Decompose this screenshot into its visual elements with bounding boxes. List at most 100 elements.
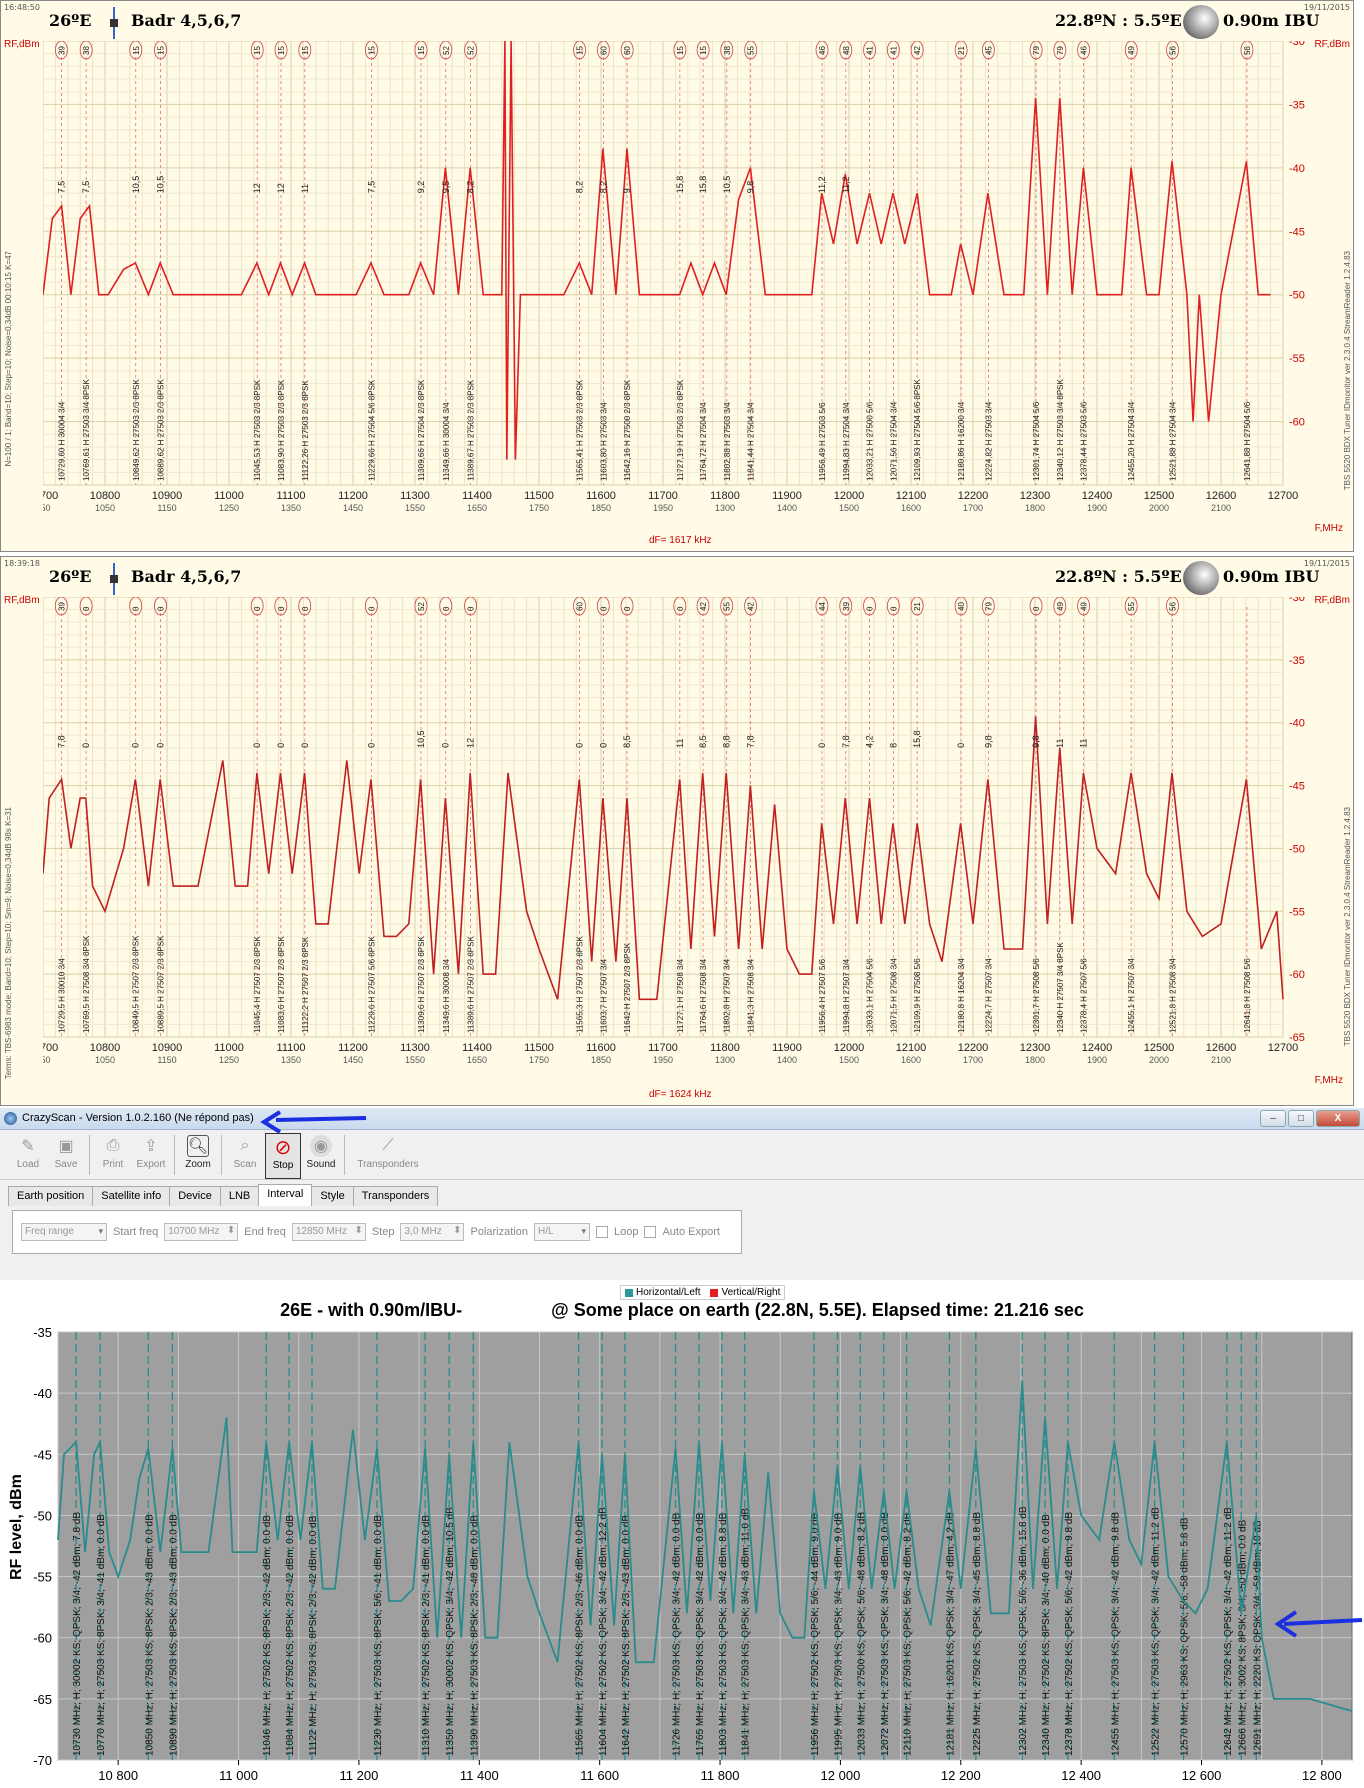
snr-label: 12 [252, 183, 262, 193]
toolbar: ✎ Load ▣ Save ⎙ Print ⇪ Export 🔍︎ Zoom ⌕ Scan … [0, 1130, 1364, 1180]
zoom-label: Zoom [185, 1159, 211, 1170]
level-ellipse [620, 41, 634, 60]
transponder-label: 12033,21 H 27500 5/6 [866, 401, 875, 481]
y-tick-label-right: -55 [1289, 353, 1305, 365]
export-button[interactable]: ⇪ Export [133, 1133, 169, 1179]
crazyscan-window: CrazyScan - Version 1.0.2.160 (Ne répond… [0, 1108, 1364, 1788]
snr-label: 0 [300, 743, 310, 748]
snr-label: 0 [81, 743, 91, 748]
level-ellipse [744, 41, 758, 60]
transponder-label: 12109,93 H 27504 5/6 8PSK [913, 378, 922, 481]
sound-button[interactable]: ◉ Sound [303, 1133, 339, 1179]
level-label: 49 [1127, 46, 1136, 55]
level-label: 56 [1243, 46, 1252, 55]
if-tick-label: 1650 [467, 1055, 487, 1065]
speaker-icon: ◉ [310, 1135, 332, 1157]
x-unit: F,MHz [1314, 1075, 1343, 1086]
x-tick-label: 11000 [214, 1042, 244, 1054]
level-ellipse [863, 41, 876, 60]
snr-label: 4,2 [865, 735, 875, 748]
sound-label: Sound [306, 1159, 336, 1170]
transponder-label: 11565,41 H 27503 2/3 8PSK [576, 379, 585, 481]
x-tick-label: 11600 [586, 1042, 616, 1054]
transponder-marker-label: 12110 MHz; H; 27503 KS; QPSK; 5/6; -42 d… [903, 1512, 914, 1756]
auto-export-checkbox[interactable] [644, 1226, 657, 1238]
tab-interval[interactable]: Interval [258, 1184, 313, 1206]
minimize-button[interactable]: – [1260, 1110, 1286, 1127]
level-ellipse [414, 597, 428, 616]
x-tick-label: 10700 [43, 1042, 58, 1054]
x-tick-label: 11 000 [219, 1768, 258, 1783]
loop-checkbox[interactable] [595, 1226, 608, 1238]
tab-satellite-info[interactable]: Satellite info [92, 1186, 171, 1206]
location: 22.8ºN : 5.5ºE [1055, 11, 1182, 30]
x-tick-label: 11200 [338, 1042, 368, 1054]
save-button[interactable]: ▣ Save [48, 1133, 84, 1179]
snr-label: 9,8 [1031, 735, 1041, 748]
zoom-button[interactable]: 🔍︎ Zoom [180, 1133, 216, 1179]
y-unit-left: RF,dBm [4, 39, 40, 50]
transponder-marker-label: 12642 MHz; H; 27502 KS; QPSK; 3/4; -42 d… [1223, 1507, 1234, 1756]
transponder-label: 10769,5 H 27508 3/4 8PSK [82, 935, 91, 1033]
mode-select[interactable]: Freq range [21, 1223, 107, 1241]
transponder-label: 12455,20 H 27504 3/4 [1127, 401, 1136, 481]
transponders-button[interactable]: ⟋ Transponders [350, 1133, 426, 1179]
tab-lnb[interactable]: LNB [219, 1186, 260, 1206]
tab-transponders[interactable]: Transponders [352, 1186, 439, 1206]
start-freq-input[interactable]: 10700 MHz [164, 1223, 239, 1241]
snr-label: 11 [675, 739, 685, 748]
if-tick-label: 1500 [839, 1055, 859, 1065]
level-label: 15 [253, 46, 262, 55]
annotation-arrow-chart [1274, 1610, 1363, 1638]
level-label: 52 [467, 46, 476, 55]
transponder-label: 11956,49 H 27503 5/6 [818, 402, 827, 481]
level-label: 39 [57, 602, 66, 611]
level-ellipse [1166, 597, 1179, 616]
polarization-select[interactable]: H/L [533, 1223, 590, 1241]
stop-button[interactable]: ⊘ Stop [265, 1133, 301, 1179]
level-ellipse [886, 41, 900, 60]
level-ellipse [79, 41, 93, 60]
x-tick-label: 12300 [1020, 490, 1051, 502]
close-button[interactable]: X [1316, 1110, 1360, 1127]
tab-device[interactable]: Device [169, 1186, 221, 1206]
if-tick-label: 1900 [1087, 1055, 1107, 1065]
scan-button[interactable]: ⌕ Scan [227, 1133, 263, 1179]
transponder-label: 11764,72 H 27504 3/4 [699, 402, 708, 481]
snr-label: 11,2 [841, 176, 851, 193]
spectrum-panel-2: 18:39:18 19/11/2015 26ºE Badr 4,5,6,7 22… [0, 556, 1354, 1106]
transponder-label: 12180,8 H 16204 3/4 [957, 958, 966, 1033]
level-label: 55 [1127, 602, 1136, 611]
print-button[interactable]: ⎙ Print [95, 1133, 131, 1179]
x-tick-label: 11900 [772, 1042, 802, 1054]
level-label: 42 [747, 602, 756, 611]
level-ellipse [54, 597, 68, 616]
transponder-marker-label: 10730 MHz; H; 30002 KS; QPSK; 3/4; -42 d… [72, 1512, 83, 1756]
x-tick-label: 12700 [1268, 490, 1299, 502]
level-ellipse [910, 41, 924, 60]
transponder-marker-label: 12455 MHz; H; 27503 KS; QPSK; 3/4; -42 d… [1110, 1512, 1121, 1756]
title-bar[interactable]: CrazyScan - Version 1.0.2.160 (Ne répond… [0, 1108, 1364, 1130]
level-ellipse [439, 597, 453, 616]
end-freq-input[interactable]: 12850 MHz [291, 1223, 366, 1241]
y-tick-label: -65 [33, 1692, 52, 1707]
load-button[interactable]: ✎ Load [10, 1133, 46, 1179]
level-label: 79 [1056, 46, 1065, 55]
if-tick-label: 1400 [777, 503, 797, 513]
tab-earth-position[interactable]: Earth position [8, 1186, 94, 1206]
snr-label: 0 [956, 743, 966, 748]
y-tick-label: -45 [33, 1447, 52, 1462]
transponder-label: 11229,6 H 27507 5/6 8PSK [367, 936, 376, 1033]
level-label: 0 [676, 606, 685, 611]
tab-style[interactable]: Style [311, 1186, 354, 1206]
version-label: TBS 5520 BDX Tuner IDmonitor ver 2.3.0.4… [1343, 807, 1352, 1047]
x-tick-label: 12000 [834, 490, 865, 502]
level-label: 60 [623, 46, 632, 55]
transponder-label: 11045,4 H 27507 2/3 8PSK [253, 936, 262, 1033]
step-input[interactable]: 3,0 MHz [400, 1223, 465, 1241]
maximize-button[interactable]: □ [1288, 1110, 1314, 1127]
level-label: 21 [957, 46, 966, 55]
y-tick-label: -35 [33, 1325, 52, 1340]
y-tick-label-right: -45 [1289, 781, 1305, 793]
level-ellipse [154, 597, 167, 616]
